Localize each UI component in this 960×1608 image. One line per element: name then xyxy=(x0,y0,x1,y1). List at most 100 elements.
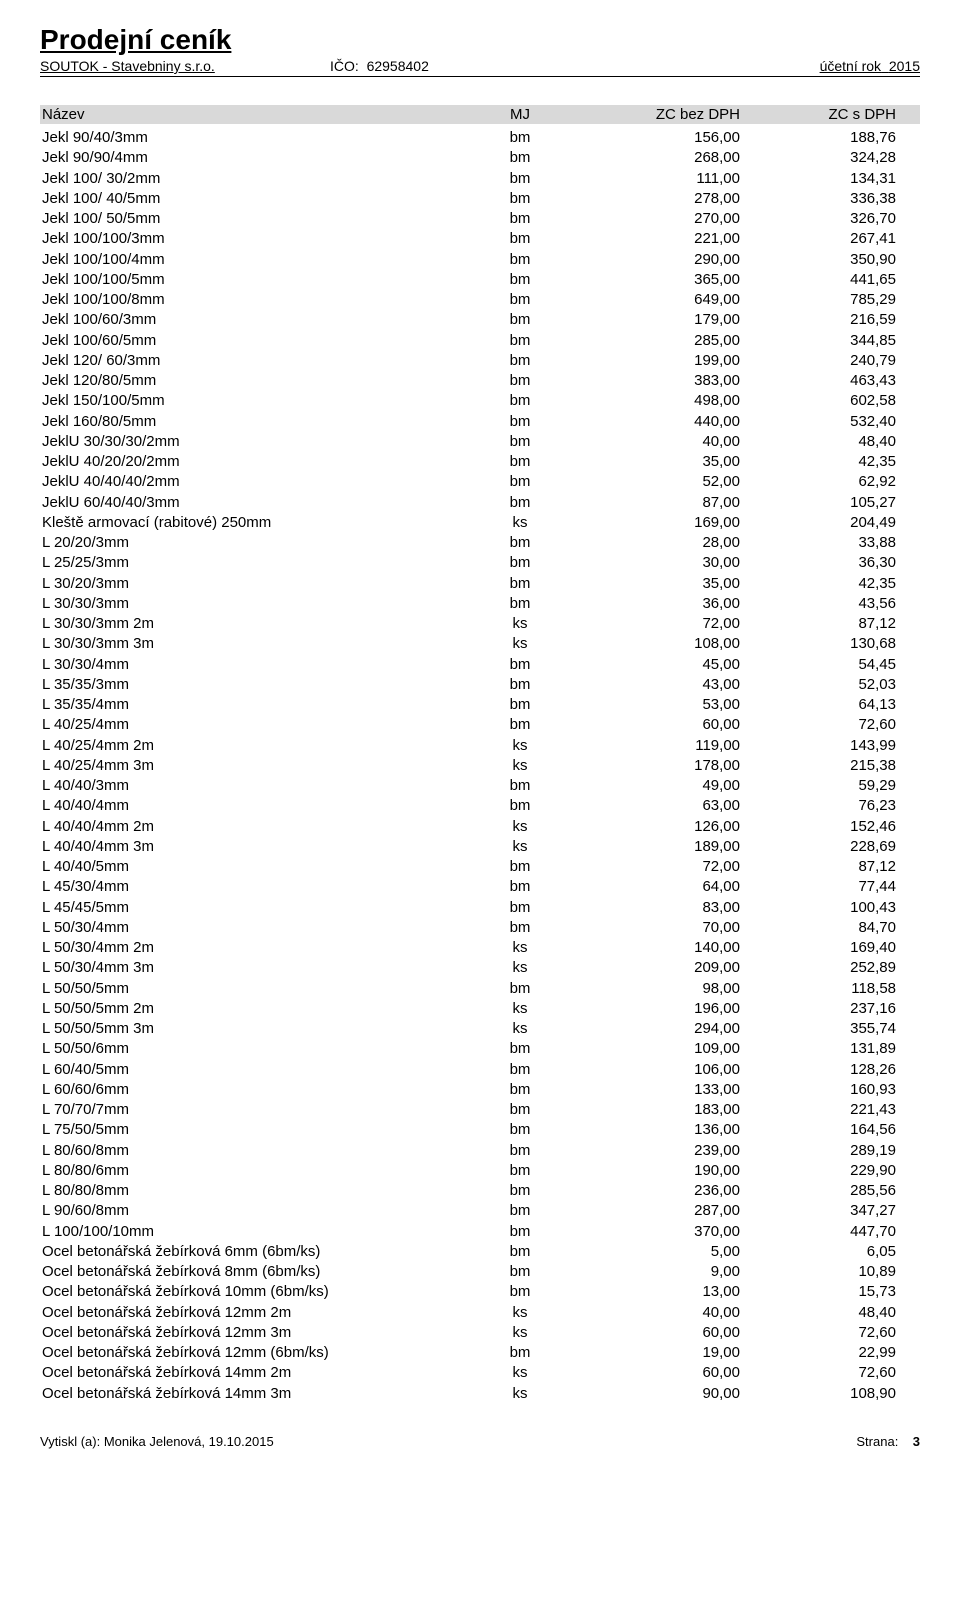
cell-price-novat: 106,00 xyxy=(580,1060,740,1080)
page-number-value: 3 xyxy=(913,1434,920,1449)
cell-name: L 75/50/5mm xyxy=(40,1120,460,1140)
cell-name: L 50/30/4mm 2m xyxy=(40,938,460,958)
cell-price-vat: 447,70 xyxy=(740,1222,900,1242)
printed-label: Vytiskl (a): xyxy=(40,1434,100,1449)
cell-name: L 40/25/4mm xyxy=(40,715,460,735)
ico-value: 62958402 xyxy=(367,58,429,74)
cell-unit: bm xyxy=(460,533,580,553)
cell-price-novat: 189,00 xyxy=(580,837,740,857)
table-row: L 60/60/6mmbm133,00160,93 xyxy=(40,1080,920,1100)
cell-price-vat: 33,88 xyxy=(740,533,900,553)
cell-price-vat: 216,59 xyxy=(740,310,900,330)
cell-name: Jekl 150/100/5mm xyxy=(40,391,460,411)
cell-price-novat: 183,00 xyxy=(580,1100,740,1120)
printed-by: Vytiskl (a): Monika Jelenová, 19.10.2015 xyxy=(40,1434,274,1449)
cell-unit: ks xyxy=(460,513,580,533)
cell-name: L 40/40/4mm 2m xyxy=(40,817,460,837)
cell-name: L 40/25/4mm 3m xyxy=(40,756,460,776)
cell-price-vat: 215,38 xyxy=(740,756,900,776)
cell-unit: bm xyxy=(460,493,580,513)
table-row: L 80/60/8mmbm239,00289,19 xyxy=(40,1141,920,1161)
table-row: L 30/20/3mmbm35,0042,35 xyxy=(40,574,920,594)
cell-price-novat: 60,00 xyxy=(580,1323,740,1343)
year-value: 2015 xyxy=(889,58,920,74)
cell-price-vat: 54,45 xyxy=(740,655,900,675)
cell-unit: bm xyxy=(460,128,580,148)
cell-price-vat: 160,93 xyxy=(740,1080,900,1100)
cell-price-novat: 140,00 xyxy=(580,938,740,958)
table-row: JeklU 60/40/40/3mmbm87,00105,27 xyxy=(40,493,920,513)
cell-unit: bm xyxy=(460,695,580,715)
cell-name: Jekl 100/ 40/5mm xyxy=(40,189,460,209)
cell-price-vat: 463,43 xyxy=(740,371,900,391)
table-row: Jekl 100/100/3mmbm221,00267,41 xyxy=(40,229,920,249)
cell-price-novat: 5,00 xyxy=(580,1242,740,1262)
cell-name: Ocel betonářská žebírková 8mm (6bm/ks) xyxy=(40,1262,460,1282)
cell-price-vat: 347,27 xyxy=(740,1201,900,1221)
cell-price-vat: 48,40 xyxy=(740,1303,900,1323)
cell-price-vat: 289,19 xyxy=(740,1141,900,1161)
cell-unit: bm xyxy=(460,1141,580,1161)
cell-name: JeklU 40/40/40/2mm xyxy=(40,472,460,492)
cell-name: L 40/40/4mm 3m xyxy=(40,837,460,857)
cell-price-novat: 9,00 xyxy=(580,1262,740,1282)
cell-unit: ks xyxy=(460,1323,580,1343)
cell-price-novat: 649,00 xyxy=(580,290,740,310)
cell-name: Jekl 120/ 60/3mm xyxy=(40,351,460,371)
table-row: Jekl 100/100/4mmbm290,00350,90 xyxy=(40,250,920,270)
cell-price-vat: 6,05 xyxy=(740,1242,900,1262)
cell-price-vat: 64,13 xyxy=(740,695,900,715)
cell-name: Jekl 90/90/4mm xyxy=(40,148,460,168)
cell-unit: bm xyxy=(460,148,580,168)
table-header: Název MJ ZC bez DPH ZC s DPH xyxy=(40,105,920,124)
cell-name: L 50/50/5mm 3m xyxy=(40,1019,460,1039)
table-row: L 50/30/4mm 2mks140,00169,40 xyxy=(40,938,920,958)
cell-name: L 80/80/8mm xyxy=(40,1181,460,1201)
table-row: L 50/30/4mmbm70,0084,70 xyxy=(40,918,920,938)
cell-price-novat: 239,00 xyxy=(580,1141,740,1161)
cell-name: Jekl 100/100/3mm xyxy=(40,229,460,249)
cell-unit: ks xyxy=(460,756,580,776)
cell-price-novat: 190,00 xyxy=(580,1161,740,1181)
ico-field: IČO: 62958402 xyxy=(330,58,630,74)
table-row: L 40/40/5mmbm72,0087,12 xyxy=(40,857,920,877)
table-row: Jekl 100/60/3mmbm179,00216,59 xyxy=(40,310,920,330)
table-row: Jekl 120/80/5mmbm383,00463,43 xyxy=(40,371,920,391)
cell-price-vat: 532,40 xyxy=(740,412,900,432)
cell-name: L 45/30/4mm xyxy=(40,877,460,897)
cell-price-novat: 287,00 xyxy=(580,1201,740,1221)
cell-price-novat: 294,00 xyxy=(580,1019,740,1039)
cell-price-vat: 285,56 xyxy=(740,1181,900,1201)
cell-unit: bm xyxy=(460,857,580,877)
cell-price-novat: 268,00 xyxy=(580,148,740,168)
cell-price-novat: 60,00 xyxy=(580,1363,740,1383)
cell-price-novat: 290,00 xyxy=(580,250,740,270)
cell-price-vat: 36,30 xyxy=(740,553,900,573)
cell-name: JeklU 40/20/20/2mm xyxy=(40,452,460,472)
cell-price-novat: 440,00 xyxy=(580,412,740,432)
cell-price-novat: 40,00 xyxy=(580,1303,740,1323)
cell-name: L 70/70/7mm xyxy=(40,1100,460,1120)
cell-unit: bm xyxy=(460,1181,580,1201)
cell-price-novat: 83,00 xyxy=(580,898,740,918)
cell-price-vat: 602,58 xyxy=(740,391,900,411)
cell-price-novat: 63,00 xyxy=(580,796,740,816)
cell-price-novat: 35,00 xyxy=(580,452,740,472)
cell-unit: bm xyxy=(460,310,580,330)
table-row: Jekl 100/100/8mmbm649,00785,29 xyxy=(40,290,920,310)
cell-price-novat: 45,00 xyxy=(580,655,740,675)
table-row: JeklU 40/40/40/2mmbm52,0062,92 xyxy=(40,472,920,492)
cell-name: L 30/30/4mm xyxy=(40,655,460,675)
cell-unit: bm xyxy=(460,776,580,796)
cell-price-novat: 35,00 xyxy=(580,574,740,594)
cell-price-vat: 355,74 xyxy=(740,1019,900,1039)
cell-unit: bm xyxy=(460,189,580,209)
cell-unit: bm xyxy=(460,472,580,492)
cell-price-novat: 72,00 xyxy=(580,857,740,877)
cell-price-novat: 60,00 xyxy=(580,715,740,735)
cell-name: Ocel betonářská žebírková 12mm 3m xyxy=(40,1323,460,1343)
cell-name: Ocel betonářská žebírková 14mm 3m xyxy=(40,1384,460,1404)
cell-price-vat: 240,79 xyxy=(740,351,900,371)
cell-unit: bm xyxy=(460,655,580,675)
page-label: Strana: xyxy=(856,1434,898,1449)
